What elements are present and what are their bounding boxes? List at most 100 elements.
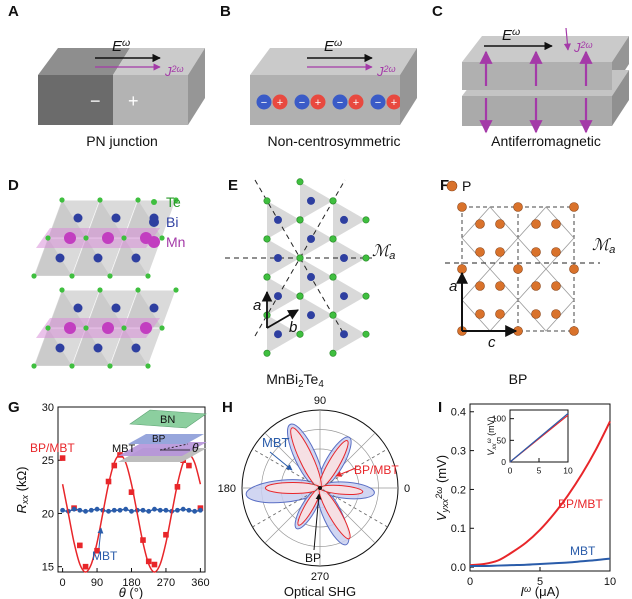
te-atom [59, 287, 65, 293]
slab-side [400, 48, 417, 125]
legend-swatch [446, 180, 458, 192]
marker [129, 508, 134, 514]
vector-label: c [488, 334, 496, 351]
panel-label: F [440, 177, 449, 194]
te-atom [329, 311, 337, 319]
y-axis-label-part: ω [486, 438, 493, 443]
marker [146, 508, 152, 514]
y-axis-label: Vyxx2ω (mV) [434, 455, 450, 521]
y-axis-label-part: V [434, 511, 449, 521]
panel-caption: Non-centrosymmetric [267, 133, 400, 149]
e-field-label-part: ω [512, 26, 520, 38]
te-atom [83, 325, 89, 331]
marker [123, 506, 129, 512]
x-axis-label-part: I [520, 584, 524, 599]
y-tick-label: 0.2 [451, 484, 466, 496]
bi-atom [73, 303, 83, 313]
marker [71, 506, 77, 512]
lattice-triangle [267, 315, 300, 354]
bi-atom [340, 254, 348, 262]
y-axis-label-part: (mV) [434, 455, 449, 487]
marker [180, 506, 186, 512]
bi-atom [149, 303, 159, 313]
charge [256, 94, 272, 110]
series-label: BP/MBT [30, 441, 75, 455]
panel-label: D [8, 177, 19, 194]
line [266, 309, 299, 329]
te-atom [362, 292, 370, 300]
e-field-label-part: E [324, 38, 335, 55]
p-atom [551, 247, 561, 257]
line [335, 467, 357, 477]
p-atom [513, 264, 523, 274]
p-atom [551, 281, 561, 291]
lattice-triangle [333, 315, 366, 354]
bi-atom [274, 215, 282, 224]
panel-label: H [222, 399, 233, 416]
y-axis-label-part: (mV) [486, 416, 496, 438]
bi-atom [111, 213, 121, 223]
bond [517, 268, 575, 332]
series-label: MBT [262, 435, 290, 450]
te-atom [159, 235, 165, 241]
te-atom [329, 235, 337, 243]
te-atom [263, 197, 271, 205]
panel-label: C [432, 3, 443, 20]
vector-label: a [449, 278, 457, 295]
te-atom [97, 197, 103, 203]
te-atom [263, 273, 271, 281]
bi-atom [307, 311, 315, 320]
te-atom [145, 363, 151, 369]
inset-label: MBT [112, 443, 136, 455]
mirror-label-part: a [609, 244, 615, 256]
legend-swatch [149, 217, 159, 227]
inset-label: BN [160, 414, 175, 426]
bi-atom [55, 253, 65, 263]
bi-atom [274, 330, 282, 339]
marker [83, 508, 88, 514]
x-axis-label-part: (°) [126, 585, 143, 599]
line [97, 527, 104, 549]
p-atom [531, 281, 541, 291]
te-atom [329, 349, 337, 357]
y-tick-label: 25 [42, 455, 54, 467]
sign: − [90, 91, 101, 111]
sign: + [315, 97, 321, 109]
lattice-triangle [300, 258, 333, 297]
legend-swatch [148, 236, 160, 248]
panel-caption: MnBi2Te4 [266, 371, 324, 390]
panel-caption-part: 2 [298, 379, 303, 390]
lattice-triangle [267, 200, 300, 239]
y-axis-label-part: 2ω [434, 487, 444, 500]
slab-side [188, 48, 205, 125]
lattice-triangle [300, 296, 333, 335]
marker [198, 507, 203, 513]
te-atom [31, 273, 37, 279]
te-atom [69, 363, 75, 369]
te-atom [362, 216, 370, 224]
line [159, 443, 189, 451]
marker [88, 507, 94, 513]
sign: + [128, 91, 139, 111]
p-atom [569, 202, 579, 212]
te-atom [135, 197, 141, 203]
current-label-part: 2ω [580, 40, 593, 50]
marker [77, 507, 83, 513]
marker [77, 542, 83, 549]
p-atom [551, 309, 561, 319]
charge [332, 94, 348, 110]
panel-label: G [8, 399, 20, 416]
p-atom [495, 309, 505, 319]
p-atom [475, 281, 485, 291]
current-label: J2ω [376, 64, 396, 79]
y-tick-label: 0.4 [451, 407, 466, 419]
y-axis-label-part: R [14, 504, 29, 513]
marker [128, 489, 135, 495]
p-atom [457, 202, 467, 212]
marker [59, 455, 66, 461]
bi-atom [340, 215, 348, 224]
marker [152, 506, 157, 512]
charge [386, 94, 402, 110]
y-axis-label: Vxxω (mV) [486, 416, 498, 455]
